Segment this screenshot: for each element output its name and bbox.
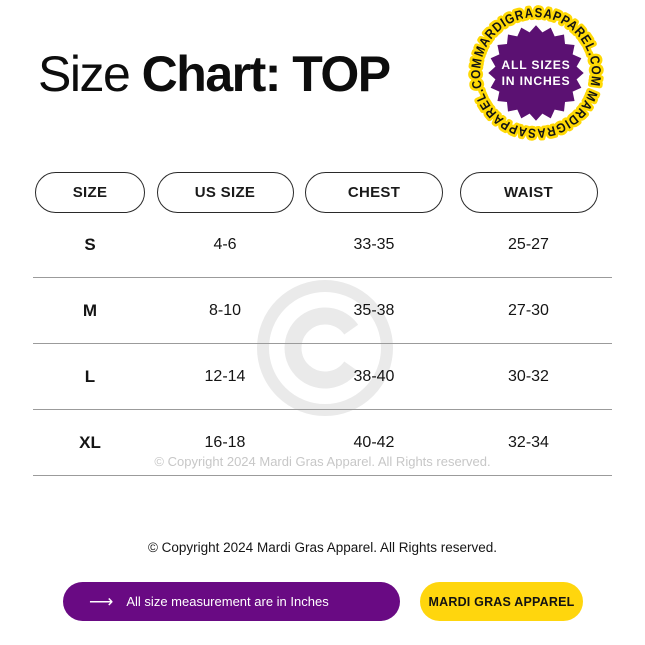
right-arrow-icon: ⟶ bbox=[89, 592, 114, 611]
brand-button[interactable]: MARDI GRAS APPAREL bbox=[420, 582, 583, 621]
brand-badge: MARDIGRASAPPAREL.COM MARDIGRASAPPAREL.CO… bbox=[467, 4, 605, 142]
brand-button-label: MARDI GRAS APPAREL bbox=[428, 594, 575, 609]
cell-chest: 33-35 bbox=[353, 235, 395, 253]
cell-us-size: 4-6 bbox=[213, 235, 237, 253]
column-header-waist: WAIST bbox=[459, 171, 598, 213]
size-table: SIZE US SIZE CHEST WAIST S 4-6 33-35 25-… bbox=[33, 170, 612, 476]
cell-waist: 27-30 bbox=[508, 301, 549, 319]
column-header-chest: CHEST bbox=[305, 171, 443, 213]
badge-center-line1: ALL SIZES bbox=[501, 58, 570, 72]
seal-burst-icon bbox=[488, 25, 584, 121]
cell-size: L bbox=[84, 366, 96, 386]
cell-waist: 32-34 bbox=[508, 433, 549, 451]
table-row-xl: XL 16-18 40-42 32-34 bbox=[33, 410, 612, 476]
page-title-regular: Size bbox=[38, 46, 142, 102]
cell-size: S bbox=[84, 234, 96, 254]
column-header-us-size: US SIZE bbox=[156, 171, 294, 213]
table-header-row: SIZE US SIZE CHEST WAIST bbox=[33, 170, 612, 214]
watermark-copyright-text: © Copyright 2024 Mardi Gras Apparel. All… bbox=[154, 454, 491, 469]
measurement-note-button[interactable]: ⟶ All size measurement are in Inches bbox=[63, 582, 400, 621]
cell-size: M bbox=[82, 300, 98, 320]
table-row-l: L 12-14 38-40 30-32 bbox=[33, 344, 612, 410]
cell-chest: 38-40 bbox=[353, 367, 395, 385]
cell-us-size: 8-10 bbox=[208, 301, 242, 319]
page-title-bold: Chart: TOP bbox=[141, 46, 392, 102]
cell-chest: 40-42 bbox=[353, 433, 395, 451]
cell-chest: 35-38 bbox=[353, 301, 395, 319]
column-header-size: SIZE bbox=[35, 171, 145, 213]
cell-size: XL bbox=[79, 432, 101, 452]
cell-us-size: 12-14 bbox=[204, 367, 246, 385]
table-body: S 4-6 33-35 25-27 M 8-10 35-38 27-30 L 1… bbox=[33, 212, 612, 476]
table-row-m: M 8-10 35-38 27-30 bbox=[33, 278, 612, 344]
measurement-note-label: All size measurement are in Inches bbox=[126, 594, 329, 609]
copyright-watermark-icon bbox=[257, 280, 393, 416]
table-row-s: S 4-6 33-35 25-27 bbox=[33, 212, 612, 278]
footer-copyright-text: © Copyright 2024 Mardi Gras Apparel. All… bbox=[147, 540, 498, 555]
cell-waist: 25-27 bbox=[508, 235, 549, 253]
cell-us-size: 16-18 bbox=[204, 433, 246, 451]
cell-waist: 30-32 bbox=[508, 367, 549, 385]
page-title: Size Chart: TOP bbox=[38, 44, 392, 104]
badge-center-line2: IN INCHES bbox=[502, 74, 571, 88]
